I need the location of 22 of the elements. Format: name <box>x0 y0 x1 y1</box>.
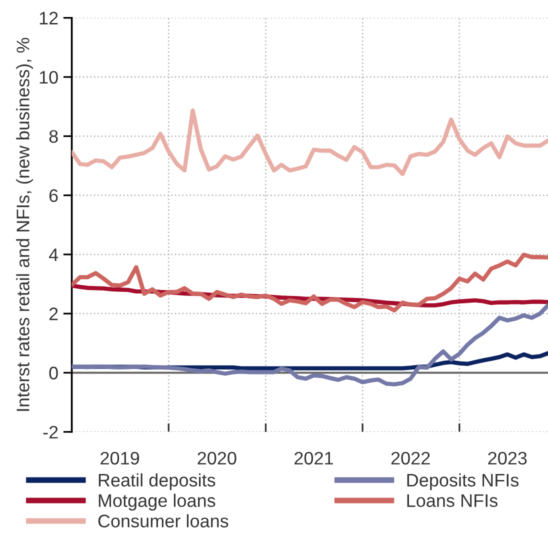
line-series <box>72 108 548 176</box>
y-tick-label: 10 <box>40 70 58 84</box>
y-tick-label: 12 <box>40 12 58 24</box>
x-tick-label: 2021 <box>294 452 333 465</box>
y-tick-label: 8 <box>49 130 58 143</box>
x-tick-label: 2020 <box>198 452 236 465</box>
legend-label: Reatil deposits <box>98 473 216 490</box>
line-series <box>72 252 548 312</box>
x-tick-label: 2019 <box>100 452 140 465</box>
legend-label: Deposits NFIs <box>407 473 519 490</box>
legend-label: Consumer loans <box>98 514 228 528</box>
y-axis-title: Interst rates retail and NFIs, (new business), % <box>16 38 33 411</box>
x-tick-label: 2023 <box>488 452 527 465</box>
legend-label: Motgage loans <box>98 494 216 511</box>
y-tick-label: 2 <box>49 308 58 320</box>
y-tick-label: -2 <box>43 426 58 438</box>
y-tick-label: 0 <box>49 366 58 380</box>
y-tick-label: 6 <box>49 189 58 202</box>
x-tick-label: 2022 <box>391 452 430 465</box>
legend-label: Loans NFIs <box>407 494 498 508</box>
line-series <box>72 303 548 386</box>
y-tick-label: 4 <box>48 248 58 261</box>
